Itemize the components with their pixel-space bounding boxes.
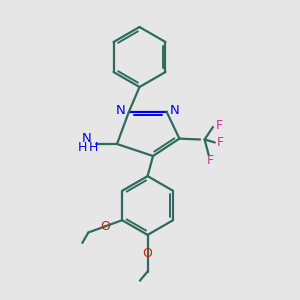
Text: N: N <box>82 132 92 145</box>
Text: F: F <box>217 136 224 149</box>
Text: N: N <box>170 103 180 117</box>
Text: H: H <box>88 141 98 154</box>
Text: O: O <box>143 247 152 260</box>
Text: N: N <box>116 103 125 117</box>
Text: H: H <box>78 141 87 154</box>
Text: O: O <box>100 220 110 233</box>
Text: F: F <box>207 154 214 167</box>
Text: F: F <box>215 119 223 132</box>
